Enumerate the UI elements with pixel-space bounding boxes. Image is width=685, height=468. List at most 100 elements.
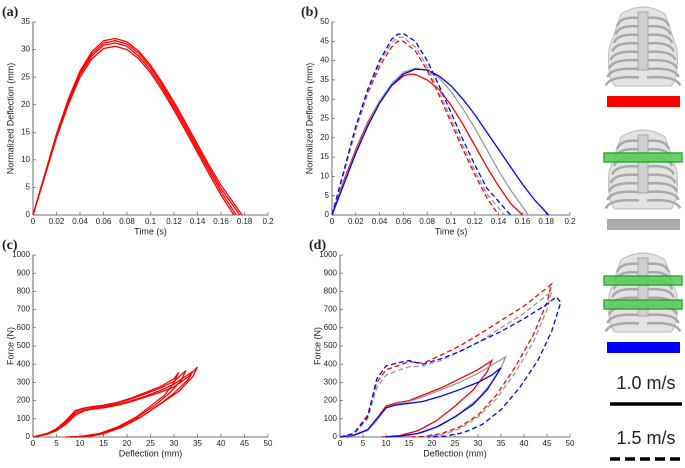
x-tick-label: 0.06 [96,217,112,226]
x-tick-label: 0.14 [190,217,206,226]
y-tick-label: 100 [17,414,31,423]
y-tick-label: 20 [21,100,30,109]
x-tick-label: 0.02 [348,217,364,226]
panel-label: (c) [2,238,18,253]
rib [615,139,671,150]
y-tick-label: 1000 [319,250,337,259]
x-tick-label: 45 [240,439,249,448]
rib [604,75,682,87]
rib [615,262,671,273]
x-tick-label: 30 [474,439,483,448]
rib [609,173,677,184]
x-tick-label: 0 [330,217,335,226]
y-tick-label: 500 [17,341,31,350]
x-tick-label: 35 [497,439,506,448]
data-line [339,282,553,438]
y-tick-label: 10 [21,155,30,164]
rib [607,58,679,70]
x-tick-label: 0.12 [467,217,483,226]
y-tick-label: 15 [320,152,329,161]
x-tick-label: 40 [520,439,529,448]
data-line [331,68,550,216]
y-tick-label: 100 [324,414,338,423]
x-tick-label: 20 [428,439,437,448]
y-tick-label: 400 [17,359,31,368]
x-tick-label: 20 [123,439,132,448]
y-tick-label: 0 [333,432,338,441]
x-tick-label: 5 [54,439,59,448]
y-axis-label: Force (N) [5,327,15,365]
data-line [331,32,511,216]
rib [604,321,682,333]
x-tick-label: 0.16 [515,217,531,226]
data-line [32,40,241,216]
speed-label: 1.0 m/s [616,373,675,393]
data-line [32,370,187,438]
y-tick-label: 5 [26,183,31,192]
rib [611,164,675,176]
x-tick-label: 30 [170,439,179,448]
x-axis-label: Time (s) [435,226,468,236]
x-tick-label: 15 [405,439,414,448]
data-line [339,289,553,438]
sternum [637,11,649,71]
data-line [32,366,199,438]
y-tick-label: 20 [320,133,329,142]
rib [606,67,680,78]
y-tick-label: 300 [324,378,338,387]
y-tick-label: 10 [320,172,329,181]
y-axis-label: Normalized Deflection (mm) [304,63,314,175]
x-tick-label: 0.04 [72,217,88,226]
rib-cage [603,129,683,210]
impactor-band [603,275,683,286]
x-tick-label: 0.12 [166,217,182,226]
x-tick-label: 0 [31,217,36,226]
x-tick-label: 0.02 [49,217,65,226]
x-tick-label: 45 [543,439,552,448]
x-tick-label: 50 [264,439,273,448]
x-tick-label: 0.18 [538,217,554,226]
x-tick-label: 0.04 [372,217,388,226]
y-tick-label: 15 [21,127,30,136]
rib [606,313,680,324]
y-tick-label: 40 [320,56,329,65]
x-axis-label: Deflection (mm) [119,448,183,458]
sternum [637,257,649,317]
x-tick-label: 10 [382,439,391,448]
y-tick-label: 800 [17,287,31,296]
y-tick-label: 30 [21,45,30,54]
x-tick-label: 0.14 [491,217,507,226]
y-tick-label: 600 [17,323,31,332]
y-tick-label: 800 [324,287,338,296]
x-tick-label: 0.16 [213,217,229,226]
rib [607,181,679,193]
rib [612,33,674,44]
rib [614,24,672,36]
rib [611,41,675,53]
data-line [32,42,237,216]
y-tick-label: 900 [17,268,31,277]
data-line [32,37,243,216]
y-tick-label: 35 [21,17,30,26]
y-tick-label: 35 [320,75,329,84]
y-tick-label: 0 [26,432,31,441]
rib [604,198,682,210]
y-tick-label: 200 [17,396,31,405]
data-line [32,45,235,216]
y-tick-label: 600 [324,323,338,332]
condition-swatch [607,96,680,107]
rib [611,287,675,299]
x-tick-label: 0.08 [119,217,135,226]
y-tick-label: 50 [320,17,329,26]
y-tick-label: 400 [324,359,338,368]
data-line [331,36,505,216]
y-axis-label: Normalized Deflection (mm) [5,63,15,175]
rib-cage [603,252,683,333]
x-tick-label: 25 [146,439,155,448]
x-tick-label: 10 [76,439,85,448]
y-tick-label: 300 [17,378,31,387]
y-tick-label: 0 [26,210,31,219]
y-tick-label: 5 [325,191,330,200]
data-line [339,296,562,438]
y-tick-label: 200 [324,396,338,405]
